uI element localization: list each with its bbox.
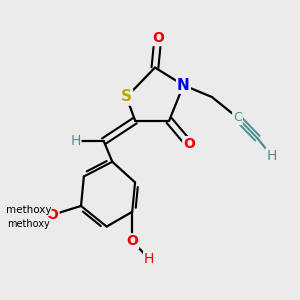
Text: O: O — [46, 208, 58, 222]
Text: O: O — [183, 137, 195, 151]
Text: H: H — [144, 252, 154, 266]
Text: methoxy: methoxy — [7, 219, 50, 229]
Text: S: S — [121, 89, 132, 104]
Text: N: N — [177, 78, 190, 93]
Text: O: O — [27, 205, 38, 218]
Text: H: H — [266, 149, 277, 163]
Text: methoxy: methoxy — [6, 206, 51, 215]
Text: O: O — [126, 234, 138, 248]
Text: O: O — [152, 31, 164, 45]
Text: C: C — [233, 111, 242, 124]
Text: H: H — [70, 134, 80, 148]
